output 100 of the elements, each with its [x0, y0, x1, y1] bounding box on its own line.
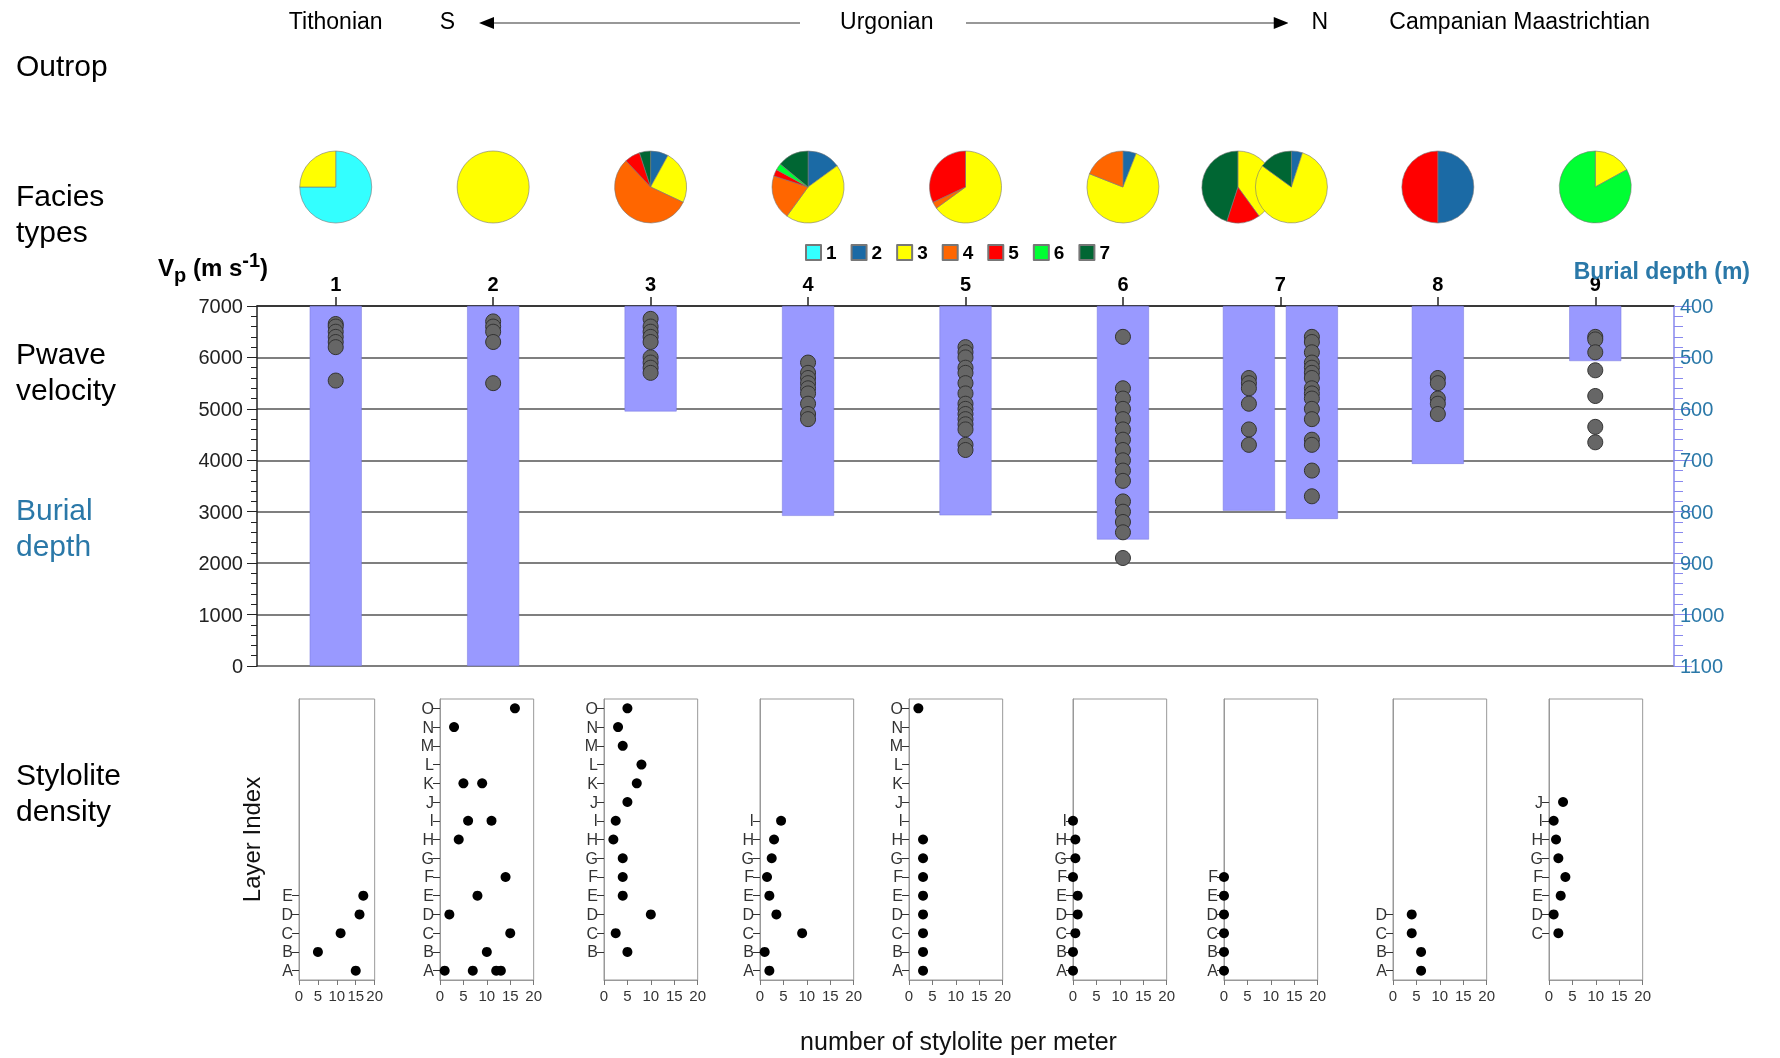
x-tick-label: 5	[1092, 987, 1101, 1004]
y-tick-label: A	[892, 962, 904, 980]
y-tick-label: B	[1207, 943, 1218, 961]
point	[613, 722, 624, 733]
y-tick-label: D	[422, 905, 434, 923]
y-tick-label: H	[1055, 831, 1067, 848]
legend-label: 5	[1008, 242, 1020, 263]
x-tick-label: 15	[1285, 987, 1303, 1004]
x-tick-label: 10	[478, 987, 496, 1004]
point	[481, 946, 492, 957]
point	[608, 834, 619, 845]
y2-tick-label: 700	[1680, 449, 1714, 472]
y-tick-label: G	[741, 849, 754, 867]
y-tick-label: E	[892, 887, 903, 905]
y-tick-label: I	[749, 812, 754, 830]
y2-tick-label: 400	[1680, 295, 1714, 317]
y-tick-label: N	[586, 718, 598, 736]
point	[622, 946, 633, 957]
point	[449, 722, 460, 733]
y-tick-label: D	[1375, 905, 1387, 923]
y-tick-label: M	[420, 737, 434, 755]
x-tick-label: 1	[330, 273, 342, 295]
y-tick-label: C	[281, 924, 293, 942]
point	[617, 890, 628, 901]
y-tick-label: N	[422, 718, 434, 736]
y-tick-label: C	[422, 924, 434, 942]
x-tick-label: 20	[366, 987, 383, 1004]
y-tick-label: D	[742, 905, 754, 923]
x-tick-label: 10	[642, 987, 660, 1004]
point	[444, 909, 455, 920]
y-tick-label: 6000	[198, 346, 243, 369]
x-tick-label: 2	[487, 273, 499, 295]
y-tick-label: J	[1535, 793, 1543, 811]
point	[505, 928, 516, 939]
y-tick-label: J	[895, 793, 903, 811]
point	[467, 965, 478, 976]
x-tick-label: 5	[779, 987, 788, 1004]
point	[797, 928, 808, 939]
point	[762, 871, 773, 882]
x-tick-label: 20	[1158, 987, 1175, 1004]
legend-label: 2	[871, 242, 883, 263]
point	[335, 928, 346, 939]
y-tick-label: 5000	[198, 397, 243, 420]
point	[350, 965, 361, 976]
point	[1548, 909, 1559, 920]
point	[759, 946, 770, 957]
x-tick-label: 15	[501, 987, 519, 1004]
y-tick-label: J	[426, 793, 434, 811]
y-tick-label: F	[893, 868, 904, 886]
point	[1560, 871, 1571, 882]
x-tick-label: 15	[347, 987, 365, 1004]
point	[766, 853, 777, 864]
point	[500, 871, 511, 882]
point	[610, 815, 621, 826]
x-tick-label: 5	[623, 987, 632, 1004]
x-tick-label: 10	[947, 987, 965, 1004]
y-tick-label: C	[1055, 924, 1067, 942]
x-tick-label: 5	[959, 273, 972, 295]
point	[472, 890, 483, 901]
y-tick-label: 0	[231, 655, 243, 677]
y-tick-label: M	[584, 737, 598, 755]
y2-tick-label: 500	[1680, 346, 1714, 369]
point	[477, 778, 488, 789]
y-tick-label: C	[586, 924, 598, 942]
point	[1553, 928, 1564, 939]
y-tick-label: B	[1376, 943, 1387, 961]
point	[1548, 815, 1559, 826]
y-tick-label: E	[587, 887, 598, 905]
point	[636, 759, 647, 770]
legend-label: 4	[962, 242, 974, 263]
y-tick-label: 1000	[198, 603, 243, 626]
y-tick-label: F	[1208, 868, 1219, 886]
y-tick-label: J	[590, 793, 598, 811]
y-tick-label: I	[1538, 812, 1543, 830]
point	[358, 890, 369, 901]
y-tick-label: C	[1531, 924, 1543, 942]
y-tick-label: I	[898, 812, 903, 830]
y-tick-label: G	[1530, 849, 1543, 867]
x-tick-label: 5	[1568, 987, 1577, 1004]
x-tick-label: 10	[1587, 987, 1605, 1004]
y-tick-label: C	[742, 924, 754, 942]
y-tick-label: F	[1533, 868, 1544, 886]
y-tick-label: L	[589, 756, 599, 774]
x-tick-label: 5	[928, 987, 937, 1004]
y-tick-label: K	[892, 774, 904, 792]
point	[1555, 890, 1566, 901]
y-tick-label: F	[588, 868, 599, 886]
y-tick-label: E	[423, 887, 434, 905]
x-tick-label: 15	[1454, 987, 1472, 1004]
y-tick-label: N	[891, 718, 903, 736]
y-tick-label: B	[282, 943, 293, 961]
x-tick-label: 0	[1388, 987, 1398, 1004]
x-tick-label: 20	[1478, 987, 1495, 1004]
y-tick-label: D	[1206, 905, 1218, 923]
text: S	[439, 8, 456, 34]
x-tick-label: 20	[994, 987, 1011, 1004]
y-tick-label: L	[894, 756, 904, 774]
x-tick-label: 20	[689, 987, 706, 1004]
y-tick-label: D	[1055, 905, 1067, 923]
x-tick-label: 7	[1274, 273, 1286, 295]
